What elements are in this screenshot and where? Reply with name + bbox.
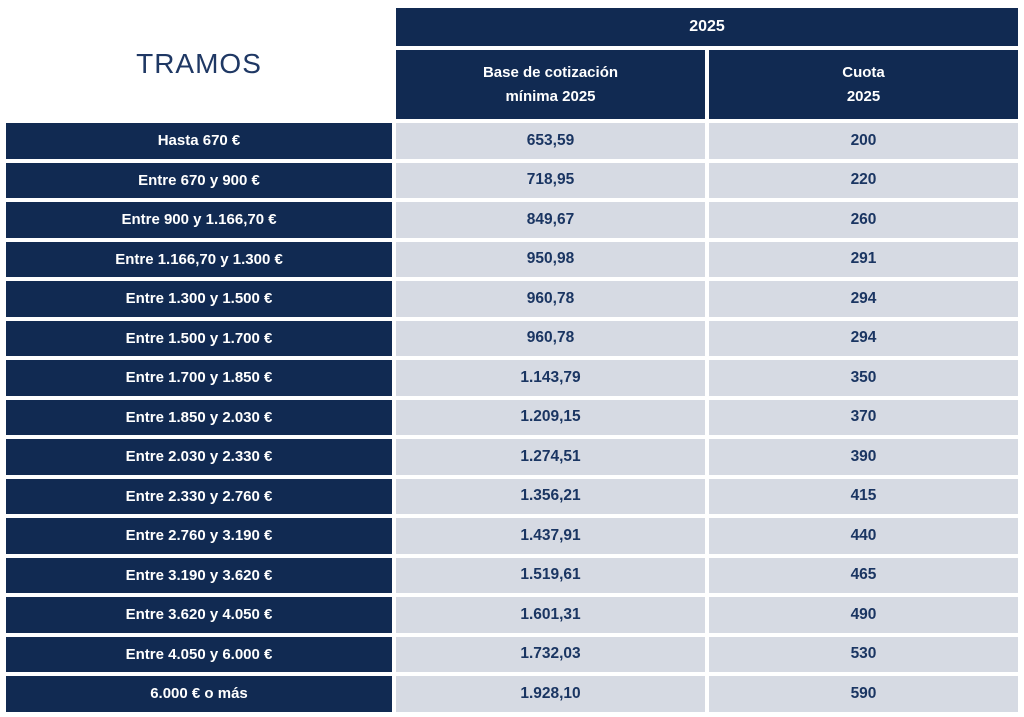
cuota-value-cell: 590 [709, 676, 1018, 712]
year-header-cell: 2025 [396, 8, 1018, 46]
tramo-label-cell: Entre 4.050 y 6.000 € [6, 636, 392, 672]
cuota-value-cell: 530 [709, 636, 1018, 672]
cuota-column-header: Cuota 2025 [709, 50, 1018, 119]
cuota-value-cell: 291 [709, 241, 1018, 277]
base-column-header: Base de cotización mínima 2025 [396, 50, 705, 119]
tramo-label-cell: Hasta 670 € [6, 123, 392, 159]
cuota-value-cell: 220 [709, 162, 1018, 198]
base-value-cell: 718,95 [396, 162, 705, 198]
base-value-cell: 960,78 [396, 281, 705, 317]
cuota-value-cell: 200 [709, 123, 1018, 159]
base-value-cell: 1.437,91 [396, 518, 705, 554]
base-value-cell: 653,59 [396, 123, 705, 159]
tramo-label-cell: Entre 2.330 y 2.760 € [6, 478, 392, 514]
tramo-label-cell: Entre 3.190 y 3.620 € [6, 557, 392, 593]
tramo-label-cell: 6.000 € o más [6, 676, 392, 712]
base-value-cell: 1.928,10 [396, 676, 705, 712]
cuota-value-cell: 294 [709, 320, 1018, 356]
base-value-cell: 1.209,15 [396, 399, 705, 435]
base-value-cell: 1.519,61 [396, 557, 705, 593]
tramo-label-cell: Entre 1.166,70 y 1.300 € [6, 241, 392, 277]
cuota-value-cell: 294 [709, 281, 1018, 317]
base-value-cell: 849,67 [396, 202, 705, 238]
tramos-title: TRAMOS [136, 47, 262, 79]
cuota-value-cell: 390 [709, 439, 1018, 475]
base-value-cell: 960,78 [396, 320, 705, 356]
cuota-value-cell: 415 [709, 478, 1018, 514]
cotizacion-table: TRAMOS 2025 Base de cotización mínima 20… [6, 8, 1018, 712]
tramo-label-cell: Entre 1.300 y 1.500 € [6, 281, 392, 317]
base-value-cell: 1.732,03 [396, 636, 705, 672]
tramo-label-cell: Entre 1.500 y 1.700 € [6, 320, 392, 356]
tramo-label-cell: Entre 670 y 900 € [6, 162, 392, 198]
tramo-label-cell: Entre 3.620 y 4.050 € [6, 597, 392, 633]
tramos-corner-cell: TRAMOS [6, 8, 392, 119]
base-value-cell: 1.143,79 [396, 360, 705, 396]
tramo-label-cell: Entre 2.760 y 3.190 € [6, 518, 392, 554]
cuota-value-cell: 490 [709, 597, 1018, 633]
tramo-label-cell: Entre 2.030 y 2.330 € [6, 439, 392, 475]
cuota-value-cell: 440 [709, 518, 1018, 554]
tramo-label-cell: Entre 1.850 y 2.030 € [6, 399, 392, 435]
base-value-cell: 1.601,31 [396, 597, 705, 633]
base-value-cell: 1.356,21 [396, 478, 705, 514]
tramo-label-cell: Entre 1.700 y 1.850 € [6, 360, 392, 396]
cuota-value-cell: 260 [709, 202, 1018, 238]
base-value-cell: 1.274,51 [396, 439, 705, 475]
base-value-cell: 950,98 [396, 241, 705, 277]
tramo-label-cell: Entre 900 y 1.166,70 € [6, 202, 392, 238]
cuota-value-cell: 350 [709, 360, 1018, 396]
cuota-value-cell: 370 [709, 399, 1018, 435]
cuota-value-cell: 465 [709, 557, 1018, 593]
